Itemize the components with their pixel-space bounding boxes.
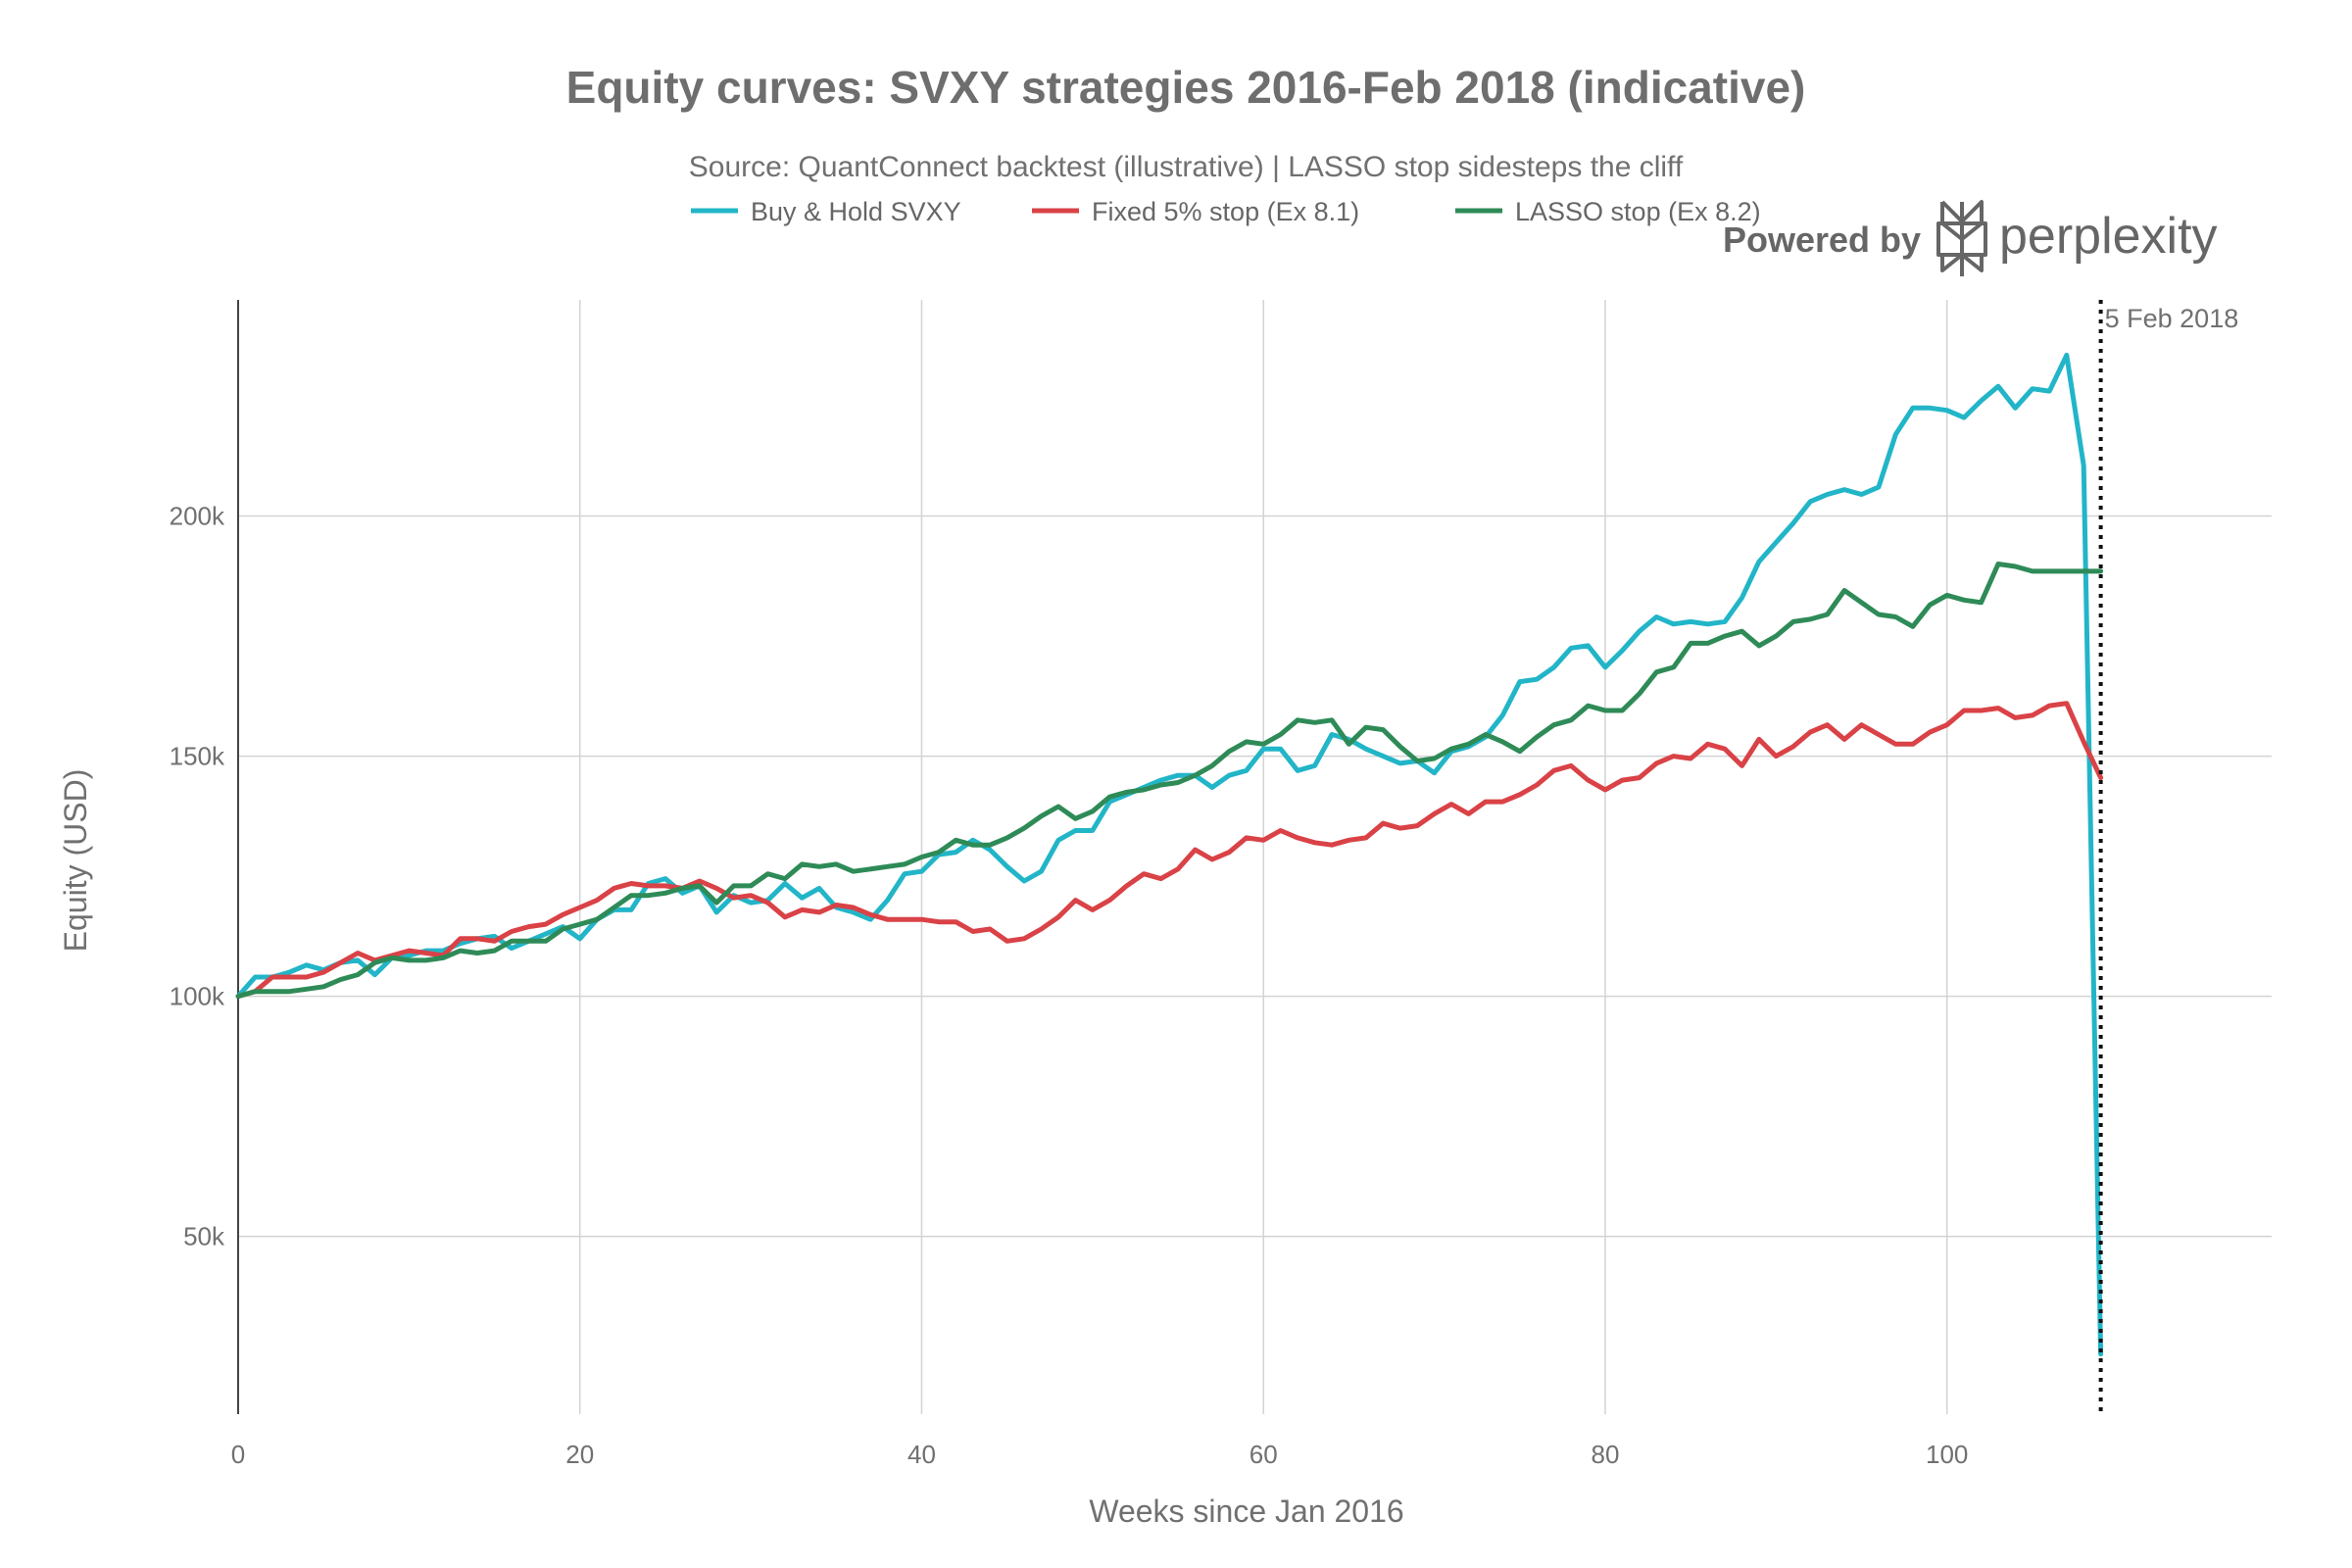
chart-subtitle: Source: QuantConnect backtest (illustrat… — [689, 151, 1684, 183]
legend-label-lasso-stop: LASSO stop (Ex 8.2) — [1515, 197, 1761, 226]
x-tick-label: 100 — [1926, 1440, 1968, 1469]
axes: 0 20 40 60 80 100 50k 100k 150k 200k — [170, 300, 1968, 1469]
legend: Buy & Hold SVXY Fixed 5% stop (Ex 8.1) L… — [691, 197, 1761, 226]
series-lines — [235, 352, 2104, 1357]
y-tick-label: 100k — [170, 982, 225, 1011]
y-tick-label: 200k — [170, 502, 225, 531]
perplexity-wordmark: perplexity — [1999, 208, 2218, 265]
powered-by-badge: Powered by perplexity — [1723, 200, 2218, 276]
x-tick-label: 20 — [565, 1440, 594, 1469]
x-tick-label: 40 — [907, 1440, 936, 1469]
y-tick-label: 50k — [183, 1222, 225, 1251]
series-line-fixed-stop — [235, 701, 2104, 1000]
legend-label-buy-hold: Buy & Hold SVXY — [751, 197, 961, 226]
perplexity-logo-icon — [1936, 200, 1987, 276]
x-tick-label: 60 — [1250, 1440, 1278, 1469]
gridlines — [238, 300, 2272, 1414]
y-axis-title: Equity (USD) — [58, 769, 93, 953]
x-tick-label: 80 — [1591, 1440, 1619, 1469]
chart-title: Equity curves: SVXY strategies 2016-Feb … — [566, 62, 1806, 113]
x-axis-title: Weeks since Jan 2016 — [1089, 1494, 1403, 1529]
series-line-lasso-stop — [235, 562, 2104, 1000]
annotations: 5 Feb 2018 — [2098, 300, 2239, 1414]
legend-label-fixed-stop: Fixed 5% stop (Ex 8.1) — [1092, 197, 1359, 226]
series-line-buy-hold — [235, 352, 2104, 1357]
powered-by-label: Powered by — [1723, 220, 1921, 260]
annotation-label: 5 Feb 2018 — [2105, 304, 2239, 333]
x-tick-label: 0 — [231, 1440, 245, 1469]
y-tick-label: 150k — [170, 742, 225, 771]
